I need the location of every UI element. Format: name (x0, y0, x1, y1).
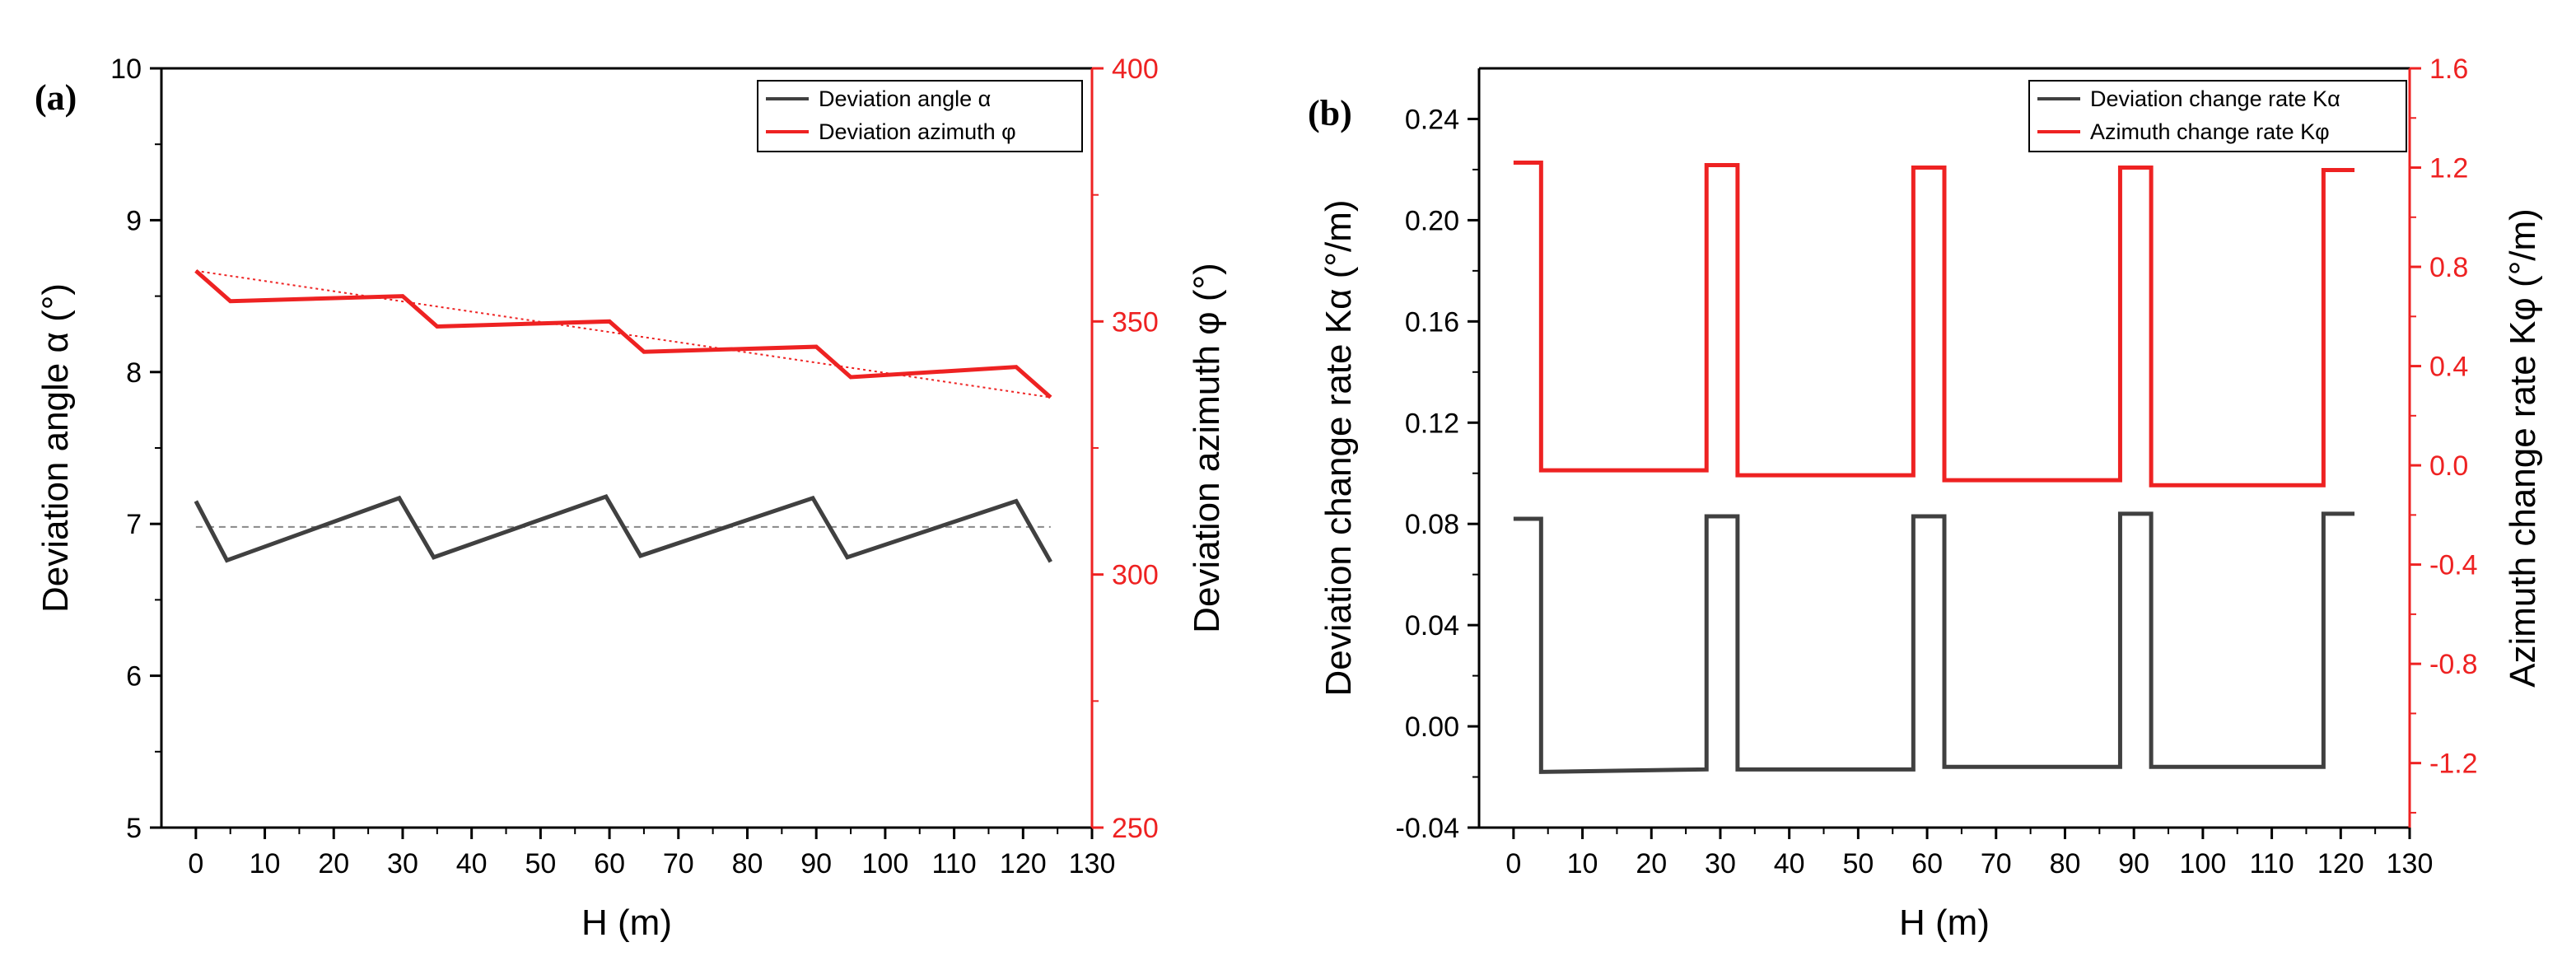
y2-tick-label: 350 (1112, 306, 1159, 338)
x-tick-label: 70 (663, 848, 694, 879)
panel-label: (a) (35, 77, 77, 118)
series-line-1 (1513, 160, 2355, 488)
y-axis-label: Deviation angle α (°) (35, 283, 76, 613)
legend-box (2028, 80, 2407, 152)
x-tick-label: 130 (2387, 848, 2434, 879)
y2-tick-label: -0.4 (2429, 550, 2478, 581)
x-axis-label: H (m) (581, 903, 672, 943)
y2-tick-label: 0.4 (2429, 352, 2468, 383)
y-tick-label: 10 (110, 54, 142, 85)
y-tick-label: 7 (126, 509, 142, 540)
x-tick-label: 130 (1069, 848, 1116, 879)
x-tick-label: 120 (2317, 848, 2364, 879)
x-tick-label: 120 (1000, 848, 1047, 879)
y-tick-label: 8 (126, 357, 142, 389)
x-tick-label: 20 (1636, 848, 1667, 879)
y2-tick-label: 0.0 (2429, 450, 2468, 482)
x-tick-label: 40 (1774, 848, 1805, 879)
series-line-0 (1513, 511, 2355, 774)
y-tick-label: 9 (126, 205, 142, 236)
y-tick-label: 0.24 (1405, 104, 1459, 135)
series-line-0 (194, 493, 1052, 563)
y2-tick-label: 0.8 (2429, 252, 2468, 283)
y2-tick-label: -1.2 (2429, 749, 2478, 780)
x-tick-label: 0 (1505, 848, 1521, 879)
x-tick-label: 50 (525, 848, 556, 879)
x-tick-label: 90 (800, 848, 832, 879)
legend-box (757, 80, 1083, 152)
y-tick-label: -0.04 (1396, 813, 1460, 844)
y-tick-label: 0.16 (1405, 306, 1459, 338)
x-axis-label: H (m) (1899, 903, 1990, 943)
y2-tick-label: 400 (1112, 54, 1159, 85)
series-line-1 (194, 268, 1052, 399)
y-tick-label: 6 (126, 661, 142, 693)
y-axis-label: Deviation change rate Kα (°/m) (1318, 199, 1359, 696)
x-tick-label: 0 (188, 848, 203, 879)
x-tick-label: 80 (2050, 848, 2081, 879)
x-tick-label: 50 (1842, 848, 1874, 879)
x-tick-label: 10 (1567, 848, 1598, 879)
y-tick-label: 0.12 (1405, 408, 1459, 439)
x-tick-label: 110 (931, 848, 976, 879)
y-tick-label: 0.04 (1405, 610, 1459, 641)
x-tick-label: 100 (862, 848, 909, 879)
y2-tick-label: 300 (1112, 560, 1159, 591)
x-tick-label: 80 (732, 848, 763, 879)
legend-label: Azimuth change rate Kφ (2090, 119, 2330, 144)
x-tick-label: 100 (2180, 848, 2227, 879)
legend-label: Deviation angle α (819, 86, 991, 111)
x-tick-label: 110 (2249, 848, 2294, 879)
y-tick-label: 0.08 (1405, 509, 1459, 540)
panel-label: (b) (1308, 93, 1352, 133)
x-tick-label: 20 (318, 848, 349, 879)
y2-axis-label: Deviation azimuth φ (°) (1187, 263, 1227, 633)
y2-tick-label: -0.8 (2429, 649, 2478, 680)
y2-tick-label: 250 (1112, 813, 1159, 844)
x-tick-label: 70 (1981, 848, 2012, 879)
x-tick-label: 60 (1911, 848, 1943, 879)
y2-tick-label: 1.6 (2429, 54, 2468, 85)
x-tick-label: 10 (250, 848, 281, 879)
x-tick-label: 90 (2118, 848, 2149, 879)
chart-panel-1 (1468, 67, 2421, 839)
x-tick-label: 60 (594, 848, 625, 879)
legend-label: Deviation azimuth φ (819, 119, 1016, 144)
y-tick-label: 0.00 (1405, 711, 1459, 743)
y-tick-label: 0.20 (1405, 205, 1459, 236)
chart-panel-0 (150, 67, 1104, 839)
y-tick-label: 5 (126, 813, 142, 844)
x-tick-label: 40 (456, 848, 488, 879)
legend-label: Deviation change rate Kα (2090, 86, 2340, 111)
y2-axis-label: Azimuth change rate Kφ (°/m) (2503, 208, 2543, 688)
x-tick-label: 30 (1705, 848, 1736, 879)
x-tick-label: 30 (387, 848, 418, 879)
y2-tick-label: 1.2 (2429, 153, 2468, 184)
